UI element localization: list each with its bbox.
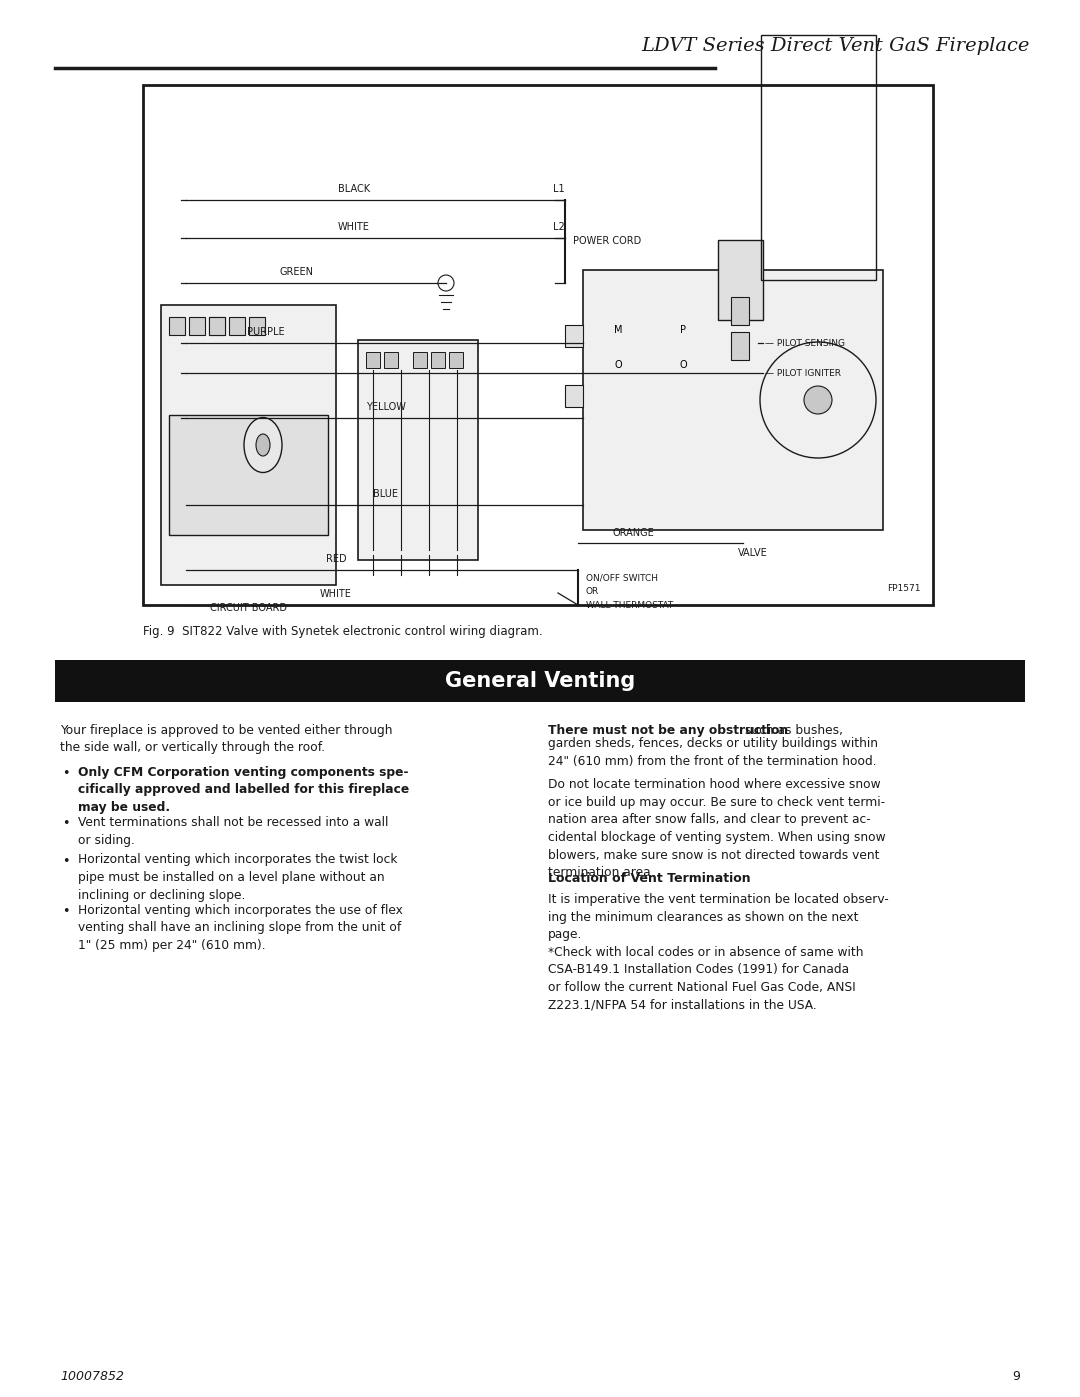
Text: ON/OFF SWITCH: ON/OFF SWITCH — [586, 574, 658, 583]
Text: ORANGE: ORANGE — [612, 528, 653, 538]
Bar — [583, 270, 883, 529]
Text: O: O — [615, 360, 622, 370]
Text: Location of Vent Termination: Location of Vent Termination — [548, 872, 751, 884]
Bar — [210, 317, 225, 335]
Text: Horizontal venting which incorporates the twist lock
pipe must be installed on a: Horizontal venting which incorporates th… — [78, 854, 397, 901]
Text: •: • — [62, 905, 69, 918]
Text: BLUE: BLUE — [374, 489, 399, 499]
Circle shape — [760, 342, 876, 458]
Text: RED: RED — [326, 555, 347, 564]
Text: such as bushes,: such as bushes, — [741, 724, 843, 738]
Text: LDVT Series Direct Vent GaS Fireplace: LDVT Series Direct Vent GaS Fireplace — [642, 36, 1030, 54]
Bar — [565, 386, 583, 407]
Bar — [431, 352, 445, 367]
Text: General Venting: General Venting — [445, 671, 635, 692]
Text: O: O — [679, 360, 687, 370]
Text: L2: L2 — [553, 222, 565, 232]
Text: *Check with local codes or in absence of same with
CSA-B149.1 Installation Codes: *Check with local codes or in absence of… — [548, 946, 864, 1011]
Text: L1: L1 — [553, 184, 565, 194]
Ellipse shape — [244, 418, 282, 472]
Text: WHITE: WHITE — [338, 222, 370, 232]
Bar — [565, 326, 583, 346]
Text: — PILOT SENSING: — PILOT SENSING — [765, 338, 845, 348]
Bar — [718, 240, 762, 320]
Text: Fig. 9  SIT822 Valve with Synetek electronic control wiring diagram.: Fig. 9 SIT822 Valve with Synetek electro… — [143, 624, 542, 638]
Text: M: M — [613, 326, 622, 335]
Bar — [413, 352, 427, 367]
Text: PURPLE: PURPLE — [247, 327, 285, 337]
Text: Do not locate termination hood where excessive snow
or ice build up may occur. B: Do not locate termination hood where exc… — [548, 778, 886, 879]
Bar — [229, 317, 245, 335]
Text: 9: 9 — [1012, 1370, 1020, 1383]
Text: OR: OR — [586, 588, 599, 597]
Ellipse shape — [256, 434, 270, 455]
Bar — [168, 317, 185, 335]
Text: Only CFM Corporation venting components spe-
cifically approved and labelled for: Only CFM Corporation venting components … — [78, 766, 409, 814]
Bar — [731, 298, 750, 326]
Bar — [210, 317, 225, 335]
Bar — [161, 305, 336, 585]
Text: 10007852: 10007852 — [60, 1370, 124, 1383]
Text: POWER CORD: POWER CORD — [573, 236, 642, 246]
Text: CIRCUIT BOARD: CIRCUIT BOARD — [210, 604, 286, 613]
Bar — [449, 352, 463, 367]
Bar — [168, 415, 328, 535]
Text: P: P — [680, 326, 686, 335]
Text: Vent terminations shall not be recessed into a wall
or siding.: Vent terminations shall not be recessed … — [78, 816, 389, 847]
Text: WALL THERMOSTAT: WALL THERMOSTAT — [586, 602, 673, 610]
Bar — [366, 352, 380, 367]
Text: •: • — [62, 817, 69, 830]
Bar — [384, 352, 399, 367]
Text: It is imperative the vent termination be located observ-
ing the minimum clearan: It is imperative the vent termination be… — [548, 893, 889, 942]
Text: — PILOT IGNITER: — PILOT IGNITER — [765, 369, 841, 377]
Bar — [55, 659, 1025, 703]
Text: •: • — [62, 767, 69, 780]
Text: garden sheds, fences, decks or utility buildings within
24" (610 mm) from the fr: garden sheds, fences, decks or utility b… — [548, 738, 878, 768]
Bar — [357, 339, 478, 560]
Bar — [143, 85, 933, 605]
Text: There must not be any obstruction: There must not be any obstruction — [548, 724, 788, 738]
Bar — [761, 35, 876, 279]
Text: BLACK: BLACK — [338, 184, 370, 194]
Bar — [731, 332, 750, 360]
Text: VALVE: VALVE — [738, 548, 768, 557]
Bar — [249, 317, 265, 335]
Text: FP1571: FP1571 — [888, 584, 921, 592]
Text: Your fireplace is approved to be vented either through
the side wall, or vertica: Your fireplace is approved to be vented … — [60, 724, 392, 754]
Circle shape — [804, 386, 832, 414]
Bar — [189, 317, 205, 335]
Text: WHITE: WHITE — [320, 590, 352, 599]
Text: •: • — [62, 855, 69, 868]
Text: Horizontal venting which incorporates the use of flex
venting shall have an incl: Horizontal venting which incorporates th… — [78, 904, 403, 951]
Text: YELLOW: YELLOW — [366, 402, 406, 412]
Text: GREEN: GREEN — [279, 267, 313, 277]
